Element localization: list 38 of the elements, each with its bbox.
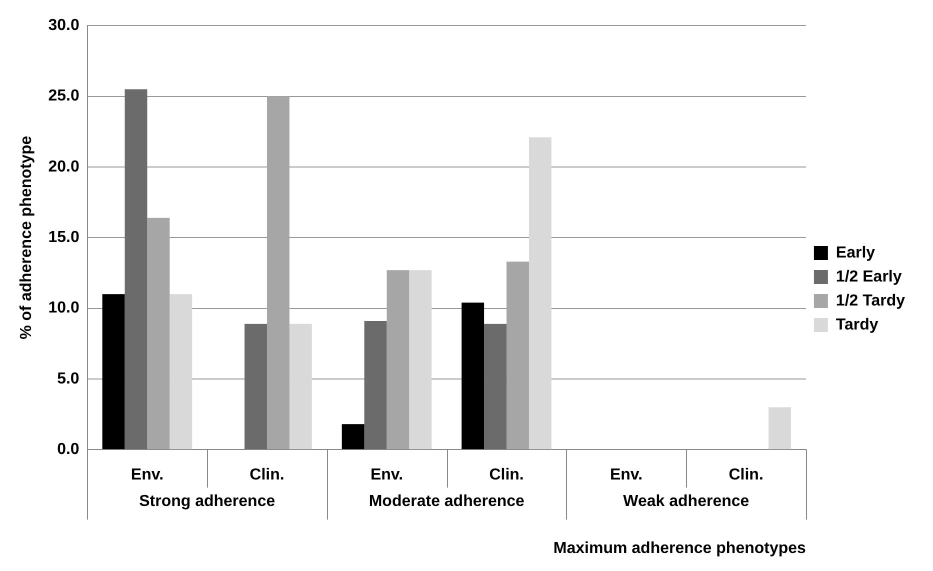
legend-label: 1/2 Early — [836, 268, 902, 286]
x-tick-label: Clin. — [489, 466, 524, 484]
y-axis-title: % of adherence phenotype — [18, 136, 36, 340]
x-tick-label: Env. — [130, 466, 164, 484]
bar — [244, 324, 267, 450]
text: Strong adherence — [139, 493, 276, 510]
bar — [102, 294, 125, 450]
text: Moderate adherence — [368, 493, 525, 510]
y-tick-label: 30.0 — [48, 17, 80, 34]
x-tick-label: Env. — [610, 466, 643, 484]
bar — [768, 407, 791, 450]
bar — [462, 302, 484, 450]
y-tick-label: 10.0 — [48, 300, 80, 317]
bar — [506, 262, 529, 450]
bar — [484, 324, 507, 450]
legend-label: Tardy — [836, 316, 878, 334]
bar — [124, 89, 148, 450]
y-tick-label: 25.0 — [48, 88, 80, 105]
bar — [364, 320, 387, 450]
bar — [289, 324, 312, 450]
y-tick-label: 5.0 — [57, 370, 80, 388]
x-tick-label: Clin. — [728, 466, 764, 484]
bar — [147, 218, 170, 450]
bar — [528, 137, 552, 450]
legend-label: Early — [836, 244, 876, 262]
text: Weak adherence — [623, 493, 750, 510]
y-tick-label: 15.0 — [48, 229, 80, 246]
x-axis-title: Maximum adherence phenotypes — [553, 540, 806, 557]
bar — [409, 270, 432, 450]
x-tick-label: Clin. — [250, 466, 284, 484]
y-tick-label: 20.0 — [48, 158, 80, 176]
legend-label: 1/2 Tardy — [836, 292, 906, 310]
bar — [170, 294, 192, 450]
x-tick-label: Env. — [370, 466, 404, 484]
bar — [386, 270, 410, 450]
y-tick-label: 0.0 — [57, 441, 80, 458]
bar — [342, 424, 364, 450]
bar — [266, 96, 290, 450]
